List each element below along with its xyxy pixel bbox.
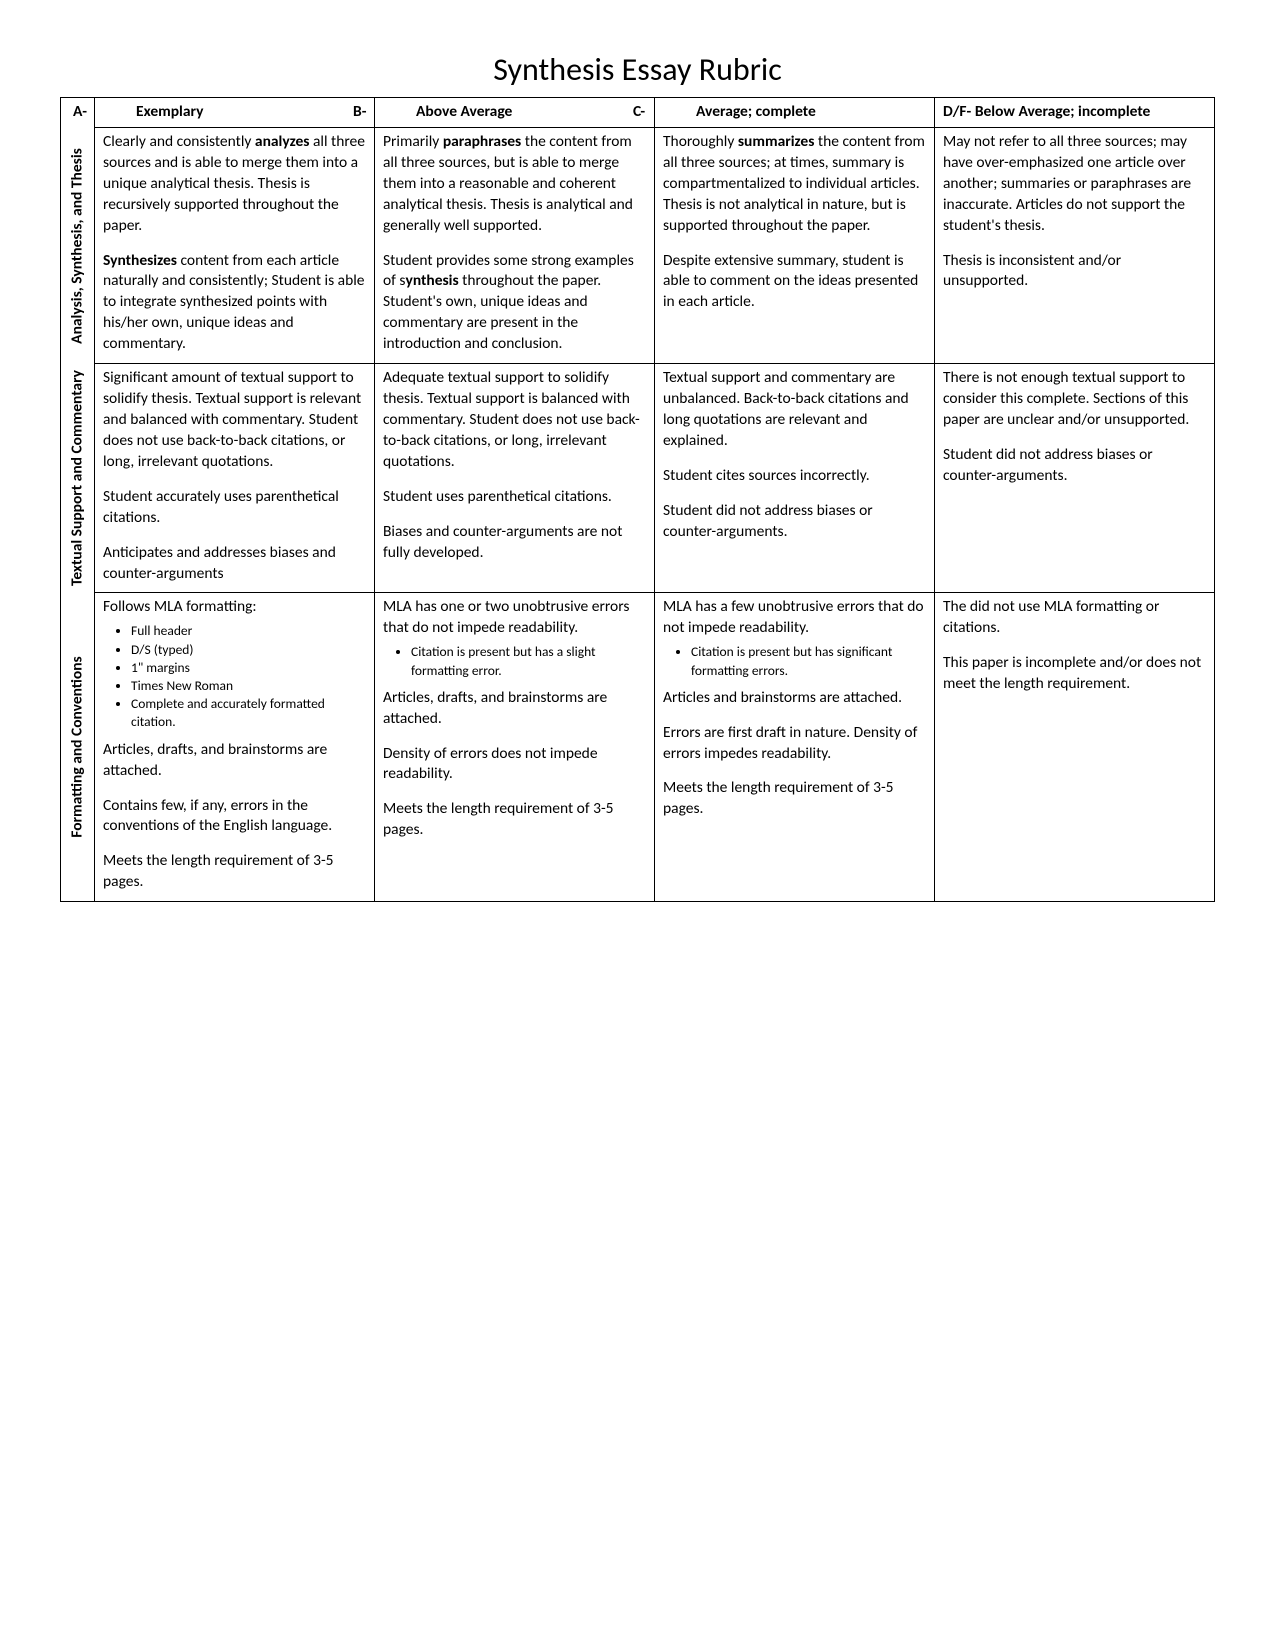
table-row: Formatting and Conventions Follows MLA f…: [61, 593, 1215, 902]
col-header-a: A- Exemplary: [95, 98, 375, 128]
cell: MLA has a few unobtrusive errors that do…: [655, 593, 935, 902]
cell: Follows MLA formatting: Full header D/S …: [95, 593, 375, 902]
rubric-table: A- Exemplary B- Above Average C- Average…: [60, 97, 1215, 902]
cell: There is not enough textual support to c…: [935, 364, 1215, 593]
col-header-d: D/F- Below Average; incomplete: [935, 98, 1215, 128]
cell: Textual support and commentary are unbal…: [655, 364, 935, 593]
table-row: Textual Support and Commentary Significa…: [61, 364, 1215, 593]
cell: Clearly and consistently analyzes all th…: [95, 127, 375, 363]
cell: MLA has one or two unobtrusive errors th…: [375, 593, 655, 902]
row-label-textual: Textual Support and Commentary: [61, 364, 95, 593]
citation-list: Citation is present but has significant …: [663, 643, 926, 679]
row-label-analysis: Analysis, Synthesis, and Thesis: [61, 127, 95, 363]
cell: Adequate textual support to solidify the…: [375, 364, 655, 593]
table-row: Analysis, Synthesis, and Thesis Clearly …: [61, 127, 1215, 363]
cell: The did not use MLA formatting or citati…: [935, 593, 1215, 902]
mla-list: Full header D/S (typed) 1" margins Times…: [103, 622, 366, 731]
col-header-b: B- Above Average: [375, 98, 655, 128]
cell: Primarily paraphrases the content from a…: [375, 127, 655, 363]
col-header-c: C- Average; complete: [655, 98, 935, 128]
page-title: Synthesis Essay Rubric: [60, 50, 1215, 89]
cell: May not refer to all three sources; may …: [935, 127, 1215, 363]
row-label-formatting: Formatting and Conventions: [61, 593, 95, 902]
cell: Thoroughly summarizes the content from a…: [655, 127, 935, 363]
cell: Significant amount of textual support to…: [95, 364, 375, 593]
citation-list: Citation is present but has a slight for…: [383, 643, 646, 679]
